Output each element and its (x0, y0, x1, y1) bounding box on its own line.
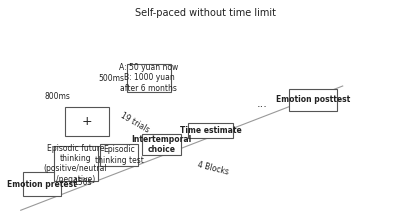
FancyBboxPatch shape (188, 123, 233, 138)
Text: +: + (82, 115, 92, 128)
Text: Emotion posttest: Emotion posttest (276, 95, 350, 104)
Text: ...: ... (256, 99, 267, 109)
Text: 150s: 150s (73, 178, 92, 187)
FancyBboxPatch shape (23, 172, 61, 196)
FancyBboxPatch shape (100, 144, 138, 166)
Text: Time estimate: Time estimate (180, 127, 242, 135)
Text: Emotion pretest: Emotion pretest (7, 179, 77, 189)
Text: 800ms: 800ms (44, 92, 70, 101)
FancyBboxPatch shape (142, 134, 181, 155)
Text: Self-paced without time limit: Self-paced without time limit (135, 8, 276, 18)
Text: A: 50 yuan now
B: 1000 yuan
after 6 months: A: 50 yuan now B: 1000 yuan after 6 mont… (119, 63, 178, 93)
Text: Episodic
thinking test: Episodic thinking test (95, 145, 144, 165)
FancyBboxPatch shape (289, 89, 337, 111)
Text: Intertemporal
choice: Intertemporal choice (131, 135, 192, 154)
Text: 19 trials: 19 trials (118, 111, 150, 134)
FancyBboxPatch shape (54, 146, 98, 181)
FancyBboxPatch shape (127, 64, 171, 92)
Text: 4 Blocks: 4 Blocks (197, 160, 230, 177)
Text: Episodic future
thinking
(positive/neutral
/negative): Episodic future thinking (positive/neutr… (44, 144, 108, 184)
FancyBboxPatch shape (65, 107, 110, 136)
Text: 500ms: 500ms (98, 74, 124, 83)
